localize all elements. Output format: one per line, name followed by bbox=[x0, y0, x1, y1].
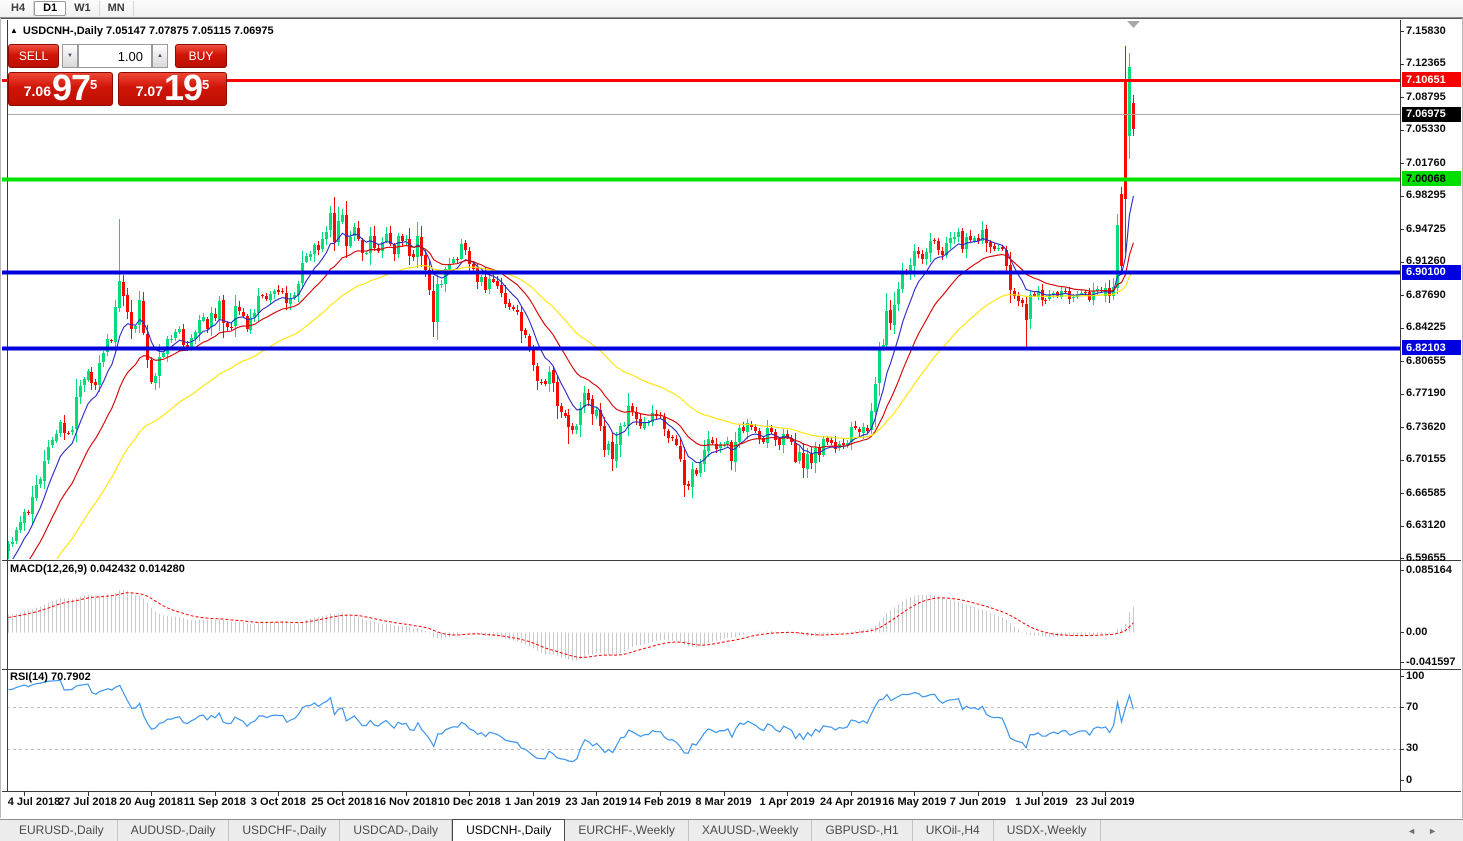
price-tick-label: 6.77190 bbox=[1406, 387, 1446, 400]
price-tick-label: 6.84225 bbox=[1406, 321, 1446, 334]
chart-collapse-icon[interactable]: ▲ bbox=[10, 25, 18, 35]
date-label: 7 Jun 2019 bbox=[949, 796, 1007, 808]
macd-axis-label: -0.041597 bbox=[1406, 655, 1456, 668]
date-label: 3 Oct 2018 bbox=[250, 796, 306, 808]
tab-scroll-left-icon[interactable]: ◄ bbox=[1407, 825, 1417, 836]
timeframe-button-group: H4 D1 W1 MN bbox=[3, 1, 134, 16]
chart-tab[interactable]: USDCHF-,Daily bbox=[229, 820, 341, 841]
price-level-badge: 6.82103 bbox=[1402, 340, 1461, 356]
tab-scroll-right-icon[interactable]: ► bbox=[1428, 825, 1437, 836]
triangle-up-icon: ▲ bbox=[157, 53, 163, 59]
chart-tab[interactable]: USDCAD-,Daily bbox=[340, 820, 453, 841]
price-level-badge: 7.10651 bbox=[1402, 72, 1461, 88]
date-label: 1 Apr 2019 bbox=[759, 796, 815, 808]
volume-increase-button[interactable]: ▲ bbox=[152, 44, 168, 68]
date-label: 10 Dec 2018 bbox=[437, 796, 501, 808]
timeframe-toolbar: H4 D1 W1 MN bbox=[0, 0, 1463, 18]
price-tick-label: 6.87690 bbox=[1406, 288, 1446, 301]
timeframe-button-mn[interactable]: MN bbox=[100, 1, 134, 16]
chart-tab[interactable]: USDX-,Weekly bbox=[994, 820, 1101, 841]
timeframe-button-h4[interactable]: H4 bbox=[3, 1, 35, 16]
price-tick-label: 7.08795 bbox=[1406, 90, 1446, 103]
price-tick-label: 6.66585 bbox=[1406, 486, 1446, 499]
price-tick-label: 6.91260 bbox=[1406, 255, 1446, 268]
date-label: 25 Oct 2018 bbox=[311, 796, 373, 808]
date-label: 24 Apr 2019 bbox=[820, 796, 882, 808]
sell-price-prefix: 7.06 bbox=[23, 83, 51, 99]
date-label: 16 Nov 2018 bbox=[373, 796, 438, 808]
chart-tab[interactable]: EURUSD-,Daily bbox=[6, 820, 118, 841]
date-label: 14 Feb 2019 bbox=[628, 796, 692, 808]
rsi-axis-label: 100 bbox=[1406, 669, 1425, 682]
chart-tab-bar: EURUSD-,Daily AUDUSD-,Daily USDCHF-,Daily U… bbox=[0, 819, 1463, 841]
buy-price-prefix: 7.07 bbox=[135, 83, 163, 99]
price-tick-label: 7.01760 bbox=[1406, 156, 1446, 169]
triangle-down-icon: ▼ bbox=[67, 53, 73, 59]
price-tick-label: 6.80655 bbox=[1406, 354, 1446, 367]
chart-tab[interactable]: GBPUSD-,H1 bbox=[812, 820, 913, 841]
price-tick-label: 6.70155 bbox=[1406, 453, 1446, 466]
macd-indicator-label: MACD(12,26,9) 0.042432 0.014280 bbox=[10, 563, 185, 575]
chart-canvas[interactable] bbox=[0, 0, 1463, 818]
chart-tab[interactable]: UKOil-,H4 bbox=[913, 820, 994, 841]
timeframe-button-w1[interactable]: W1 bbox=[66, 1, 100, 16]
date-label: 1 Jul 2019 bbox=[1015, 796, 1068, 808]
date-label: 27 Jul 2018 bbox=[58, 796, 117, 808]
rsi-axis-label: 0 bbox=[1406, 773, 1413, 786]
timeframe-button-d1[interactable]: D1 bbox=[34, 1, 67, 16]
price-tick-label: 6.94725 bbox=[1406, 222, 1446, 235]
volume-decrease-button[interactable]: ▼ bbox=[62, 44, 78, 68]
price-tick-label: 7.15830 bbox=[1406, 24, 1446, 37]
buy-price-display[interactable]: 7.07 19 5 bbox=[118, 67, 227, 109]
price-tick-label: 7.12365 bbox=[1406, 57, 1446, 70]
price-level-badge: 6.90100 bbox=[1402, 264, 1461, 280]
chart-tab-list: EURUSD-,Daily AUDUSD-,Daily USDCHF-,Daily U… bbox=[0, 819, 1101, 841]
date-label: 1 Jan 2019 bbox=[504, 796, 561, 808]
price-tick-label: 6.98295 bbox=[1406, 189, 1446, 202]
volume-input[interactable] bbox=[79, 45, 151, 67]
sell-price-display[interactable]: 7.06 97 5 bbox=[8, 67, 113, 109]
chart-tab[interactable]: USDCNH-,Daily bbox=[452, 819, 566, 841]
buy-price-big: 19 bbox=[163, 67, 203, 109]
macd-axis-label: 0.085164 bbox=[1406, 563, 1452, 576]
rsi-axis-label: 30 bbox=[1406, 742, 1419, 755]
tab-scroll-controls: ◄ ► bbox=[1407, 820, 1437, 841]
chart-tab[interactable]: AUDUSD-,Daily bbox=[118, 820, 230, 841]
rsi-axis-label: 70 bbox=[1406, 700, 1419, 713]
price-tick-label: 7.05330 bbox=[1406, 123, 1446, 136]
price-tick-label: 6.73620 bbox=[1406, 420, 1446, 433]
sell-button[interactable]: SELL bbox=[8, 44, 59, 68]
macd-axis-label: 0.00 bbox=[1406, 625, 1428, 638]
rsi-indicator-label: RSI(14) 70.7902 bbox=[10, 671, 91, 683]
buy-button[interactable]: BUY bbox=[175, 44, 227, 68]
price-tick-label: 6.59655 bbox=[1406, 551, 1446, 564]
volume-field-wrap bbox=[78, 44, 152, 68]
date-label: 23 Jan 2019 bbox=[565, 796, 628, 808]
date-label: 23 Jul 2019 bbox=[1075, 796, 1135, 808]
date-label: 20 Aug 2018 bbox=[119, 796, 183, 808]
sell-price-big: 97 bbox=[51, 67, 91, 109]
price-level-badge: 7.00068 bbox=[1402, 171, 1461, 187]
date-label: 4 Jul 2018 bbox=[7, 796, 61, 808]
chart-tab[interactable]: XAUUSD-,Weekly bbox=[689, 820, 813, 841]
buy-price-sup: 5 bbox=[202, 77, 210, 92]
window-border-left bbox=[0, 18, 1, 818]
date-label: 11 Sep 2018 bbox=[183, 796, 246, 808]
chart-title-text: USDCNH-,Daily 7.05147 7.07875 7.05115 7.… bbox=[22, 25, 274, 37]
chart-tab[interactable]: EURCHF-,Weekly bbox=[565, 820, 689, 841]
date-label: 16 May 2019 bbox=[882, 796, 947, 808]
one-click-trading-panel: SELL ▼ ▲ BUY 7.06 97 5 7.07 19 5 bbox=[8, 44, 227, 106]
price-level-badge: 7.06975 bbox=[1402, 106, 1461, 122]
date-label: 8 Mar 2019 bbox=[695, 796, 752, 808]
price-tick-label: 6.63120 bbox=[1406, 519, 1446, 532]
chart-title: ▲ USDCNH-,Daily 7.05147 7.07875 7.05115 … bbox=[10, 25, 274, 37]
sell-price-sup: 5 bbox=[90, 77, 98, 92]
